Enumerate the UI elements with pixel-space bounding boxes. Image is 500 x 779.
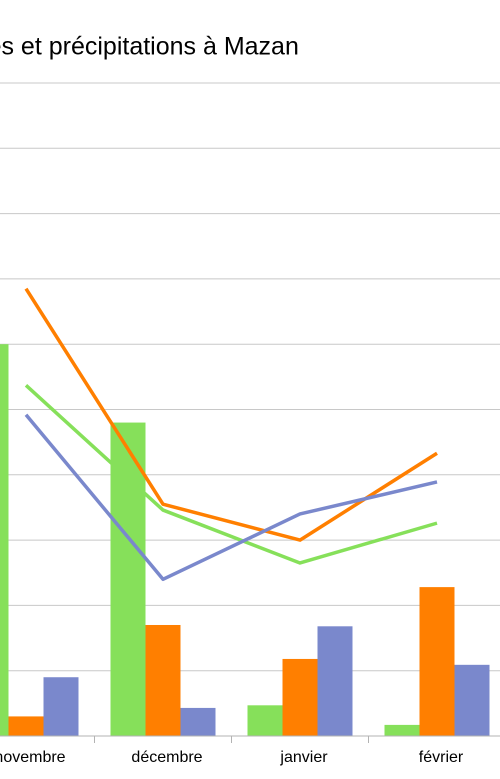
bar: [317, 626, 353, 736]
bar: [247, 705, 283, 736]
bar: [384, 724, 420, 736]
bar: [145, 624, 181, 736]
bar: [282, 658, 318, 736]
line: [24, 287, 438, 542]
bar: [0, 344, 9, 736]
bar: [8, 716, 44, 736]
x-tick-label: novembre: [0, 749, 66, 766]
bar: [110, 422, 146, 736]
x-tick-label: janvier: [279, 749, 328, 766]
bar: [454, 664, 490, 736]
line: [24, 384, 438, 565]
bar: [419, 587, 455, 736]
bar: [43, 677, 79, 736]
bar: [180, 707, 216, 736]
x-tick-label: décembre: [131, 749, 202, 766]
line: [24, 413, 438, 582]
chart-title: Températures et précipitations à Mazan: [0, 33, 299, 61]
x-tick-label: février: [419, 749, 464, 766]
